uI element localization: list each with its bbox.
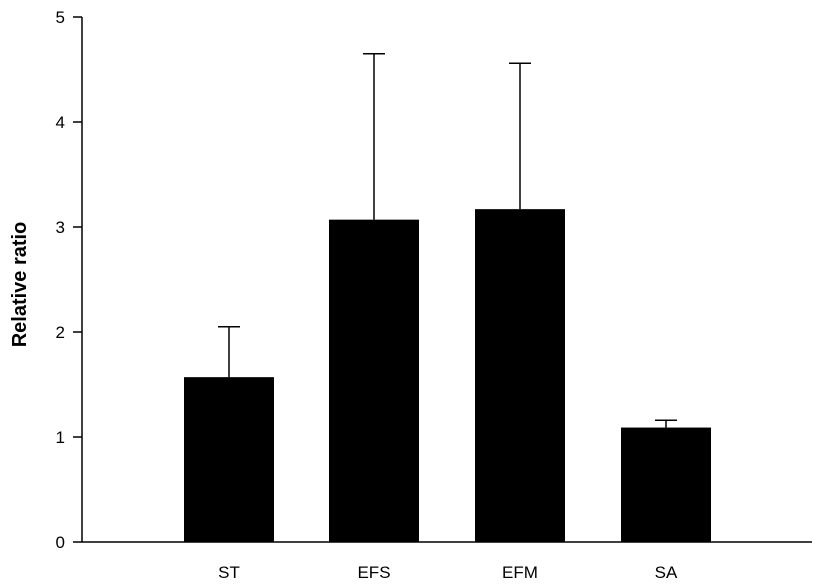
x-axis-tick-labels: ST EFS EFM SA: [218, 563, 678, 582]
bar-EFM: [475, 209, 565, 542]
y-tick-label-4: 4: [56, 113, 65, 132]
bars: [184, 209, 711, 542]
x-tick-label-EFS: EFS: [357, 563, 390, 582]
x-tick-label-EFM: EFM: [502, 563, 538, 582]
x-tick-label-SA: SA: [655, 563, 678, 582]
bar-SA: [621, 427, 711, 542]
y-tick-label-2: 2: [56, 323, 65, 342]
bar-EFS: [329, 219, 419, 542]
x-tick-label-ST: ST: [218, 563, 240, 582]
error-bars: [218, 53, 677, 428]
y-axis-tick-labels: 0 1 2 3 4 5: [56, 8, 65, 552]
y-axis-ticks: [73, 16, 82, 543]
y-tick-label-3: 3: [56, 218, 65, 237]
y-tick-label-1: 1: [56, 428, 65, 447]
y-tick-label-5: 5: [56, 8, 65, 27]
y-axis-title: Relative ratio: [9, 222, 31, 348]
bar-ST: [184, 377, 274, 542]
y-tick-label-0: 0: [56, 533, 65, 552]
